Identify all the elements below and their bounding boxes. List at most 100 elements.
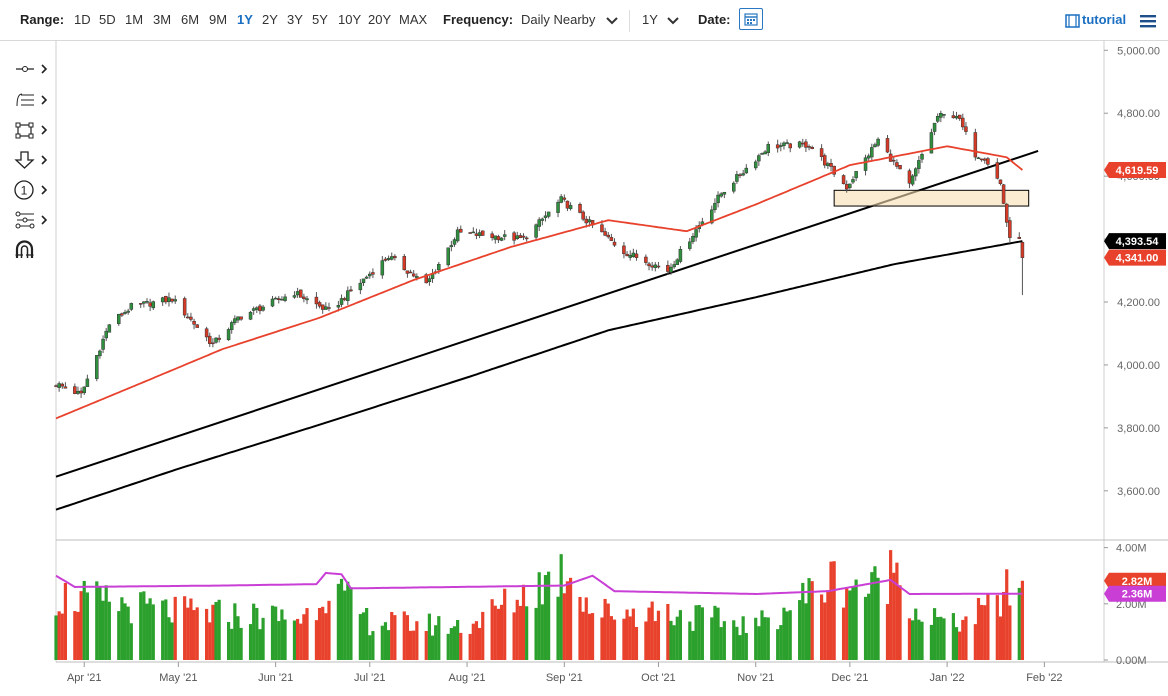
range-3m-button[interactable]: 3M bbox=[153, 12, 172, 27]
candlestick bbox=[731, 181, 736, 194]
volume-bar bbox=[515, 599, 519, 660]
range-2y-button[interactable]: 2Y bbox=[262, 12, 278, 27]
range-1m-button[interactable]: 1M bbox=[125, 12, 144, 27]
candlestick bbox=[766, 141, 771, 157]
volume-bar bbox=[305, 608, 309, 660]
candlestick bbox=[151, 300, 156, 310]
chevron-down-icon[interactable] bbox=[606, 17, 618, 25]
candlestick bbox=[273, 296, 278, 300]
calendar-button[interactable] bbox=[739, 8, 763, 30]
volume-bar bbox=[368, 635, 372, 660]
volume-bar bbox=[164, 599, 168, 660]
volume-bar bbox=[810, 581, 814, 660]
chevron-down-icon[interactable] bbox=[667, 17, 679, 25]
price-axis-ticks: 5,000.004,800.004,600.004,400.004,200.00… bbox=[1104, 45, 1160, 498]
crosshair-tool-icon[interactable] bbox=[14, 61, 56, 77]
range-20y-button[interactable]: 20Y bbox=[368, 12, 392, 27]
period-select[interactable]: 1Y bbox=[642, 12, 658, 27]
volume-bar bbox=[120, 597, 124, 660]
candlestick bbox=[54, 384, 58, 388]
volume-bar bbox=[600, 617, 604, 660]
volume-bar bbox=[653, 621, 657, 660]
candlestick bbox=[935, 113, 940, 124]
volume-bar bbox=[942, 618, 946, 660]
volume-bar bbox=[314, 620, 319, 660]
candlestick bbox=[452, 237, 457, 247]
candlestick bbox=[283, 293, 287, 303]
candlestick bbox=[672, 260, 676, 269]
volume-bar bbox=[782, 607, 786, 660]
candlestick bbox=[368, 271, 372, 279]
candlestick bbox=[317, 300, 322, 309]
candlestick bbox=[82, 386, 86, 395]
candlestick bbox=[876, 137, 880, 148]
time-tick-label: May '21 bbox=[159, 672, 197, 684]
candlestick bbox=[383, 256, 388, 262]
volume-bar bbox=[477, 627, 482, 660]
magnet-tool-icon[interactable] bbox=[14, 239, 38, 261]
price-tick-label: 3,800.00 bbox=[1117, 423, 1160, 435]
number-marker-tool-icon[interactable]: 1 bbox=[14, 179, 56, 201]
range-10y-button[interactable]: 10Y bbox=[338, 12, 362, 27]
candlestick bbox=[534, 223, 538, 241]
volume-bar bbox=[371, 631, 375, 660]
arrow-down-tool-icon[interactable] bbox=[14, 150, 56, 170]
volume-bar bbox=[456, 620, 460, 660]
volume-bar bbox=[870, 572, 874, 660]
candlestick bbox=[540, 217, 545, 226]
candlestick bbox=[430, 268, 435, 283]
range-9m-button[interactable]: 9M bbox=[209, 12, 228, 27]
candlestick bbox=[57, 381, 61, 392]
volume-bar bbox=[252, 603, 256, 660]
range-max-button[interactable]: MAX bbox=[399, 12, 428, 27]
volume-bar bbox=[826, 590, 830, 660]
volume-bar bbox=[161, 600, 165, 660]
candlestick bbox=[713, 198, 717, 213]
candlestick bbox=[371, 268, 375, 279]
time-tick-label: Oct '21 bbox=[641, 672, 676, 684]
volume-bar bbox=[716, 607, 720, 660]
volume-bar bbox=[606, 603, 610, 660]
date-label: Date: bbox=[698, 12, 731, 27]
candlestick bbox=[983, 157, 987, 164]
frequency-select[interactable]: Daily Nearby bbox=[521, 12, 596, 27]
candlestick bbox=[782, 141, 786, 150]
candlestick bbox=[932, 122, 937, 136]
candlestick bbox=[757, 153, 761, 166]
candlestick bbox=[807, 144, 811, 151]
candlestick bbox=[656, 261, 661, 269]
volume-bar bbox=[258, 629, 262, 660]
fibonacci-tool-icon[interactable] bbox=[14, 91, 56, 109]
volume-bar bbox=[590, 613, 595, 660]
candlestick bbox=[493, 235, 498, 244]
range-3y-button[interactable]: 3Y bbox=[287, 12, 303, 27]
volume-bar bbox=[936, 617, 940, 660]
volume-bar bbox=[584, 597, 588, 660]
candlestick bbox=[543, 211, 548, 222]
range-5y-button[interactable]: 5Y bbox=[312, 12, 328, 27]
range-5d-button[interactable]: 5D bbox=[99, 12, 116, 27]
candlestick bbox=[167, 292, 171, 307]
volume-bar bbox=[280, 609, 284, 660]
film-icon[interactable] bbox=[1065, 14, 1080, 28]
volume-tick-label: 0.00M bbox=[1116, 655, 1147, 667]
volume-bar bbox=[317, 607, 322, 660]
pattern-tool-icon[interactable] bbox=[14, 210, 56, 230]
candlestick bbox=[819, 144, 824, 161]
candlestick bbox=[650, 261, 654, 271]
candlestick bbox=[581, 210, 585, 222]
volume-bar bbox=[499, 604, 504, 660]
candlestick bbox=[79, 387, 83, 398]
candlestick bbox=[126, 308, 130, 315]
volume-bar bbox=[851, 586, 855, 660]
range-6m-button[interactable]: 6M bbox=[181, 12, 200, 27]
tutorial-link[interactable]: tutorial bbox=[1082, 12, 1127, 27]
candlestick bbox=[138, 303, 143, 308]
candlestick bbox=[211, 338, 215, 348]
volume-bar bbox=[1017, 587, 1021, 660]
range-1d-button[interactable]: 1D bbox=[74, 12, 91, 27]
menu-icon[interactable] bbox=[1140, 14, 1156, 28]
range-1y-button[interactable]: 1Y bbox=[237, 12, 253, 27]
rectangle-tool-icon[interactable] bbox=[14, 121, 56, 139]
